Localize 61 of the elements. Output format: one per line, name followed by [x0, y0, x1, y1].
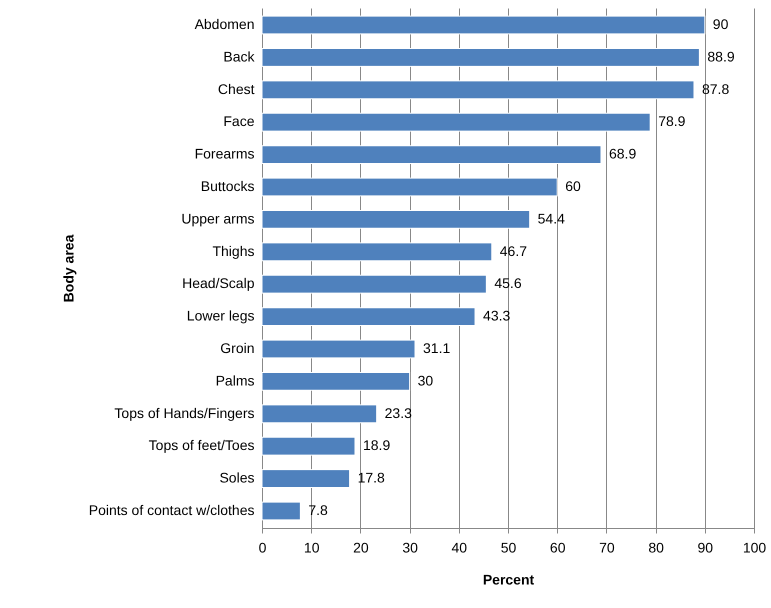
bar [262, 145, 602, 164]
x-tick-label: 80 [648, 540, 664, 556]
y-tick-label: Upper arms [181, 210, 254, 226]
bar [262, 436, 356, 456]
y-tick-label: Palms [216, 372, 254, 388]
x-tick-label: 0 [258, 540, 267, 556]
data-label: 31.1 [423, 340, 450, 356]
y-tick-label: Abdomen [194, 16, 254, 32]
bar [262, 80, 694, 100]
data-label: 23.3 [384, 404, 412, 421]
bar [262, 340, 416, 358]
bar [262, 404, 378, 424]
y-tick-label: Thighs [212, 242, 254, 259]
data-label: 87.8 [702, 80, 730, 97]
y-tick-label: Tops of feet/Toes [148, 437, 254, 454]
y-axis-title: Body area [60, 234, 77, 302]
y-tick-label: Points of contact w/clothes [88, 502, 254, 518]
x-tick-label: 90 [698, 540, 714, 556]
data-label: 18.9 [362, 437, 390, 454]
bar [262, 112, 651, 132]
x-tick-label: 70 [599, 540, 615, 556]
x-tick-label: 40 [452, 540, 468, 556]
x-tick-label: 10 [304, 540, 320, 556]
y-tick-label: Buttocks [200, 178, 254, 194]
data-label: 46.7 [500, 242, 528, 259]
x-tick-label: 60 [550, 540, 566, 556]
x-tick-label: 50 [500, 540, 516, 556]
bar [262, 16, 706, 34]
x-axis-title: Percent [482, 572, 535, 588]
y-tick-label: Forearms [194, 146, 254, 162]
x-tick-label: 100 [742, 540, 766, 556]
bar [262, 469, 350, 488]
data-label: 43.3 [483, 308, 510, 324]
data-label: 54.4 [538, 210, 566, 226]
bar [262, 372, 410, 391]
data-label: 60 [565, 178, 581, 194]
bar [262, 307, 476, 326]
bar [262, 502, 301, 520]
y-tick-label: Tops of Hands/Fingers [114, 404, 254, 421]
x-tick-label: 20 [353, 540, 369, 556]
y-tick-label: Face [223, 113, 255, 130]
bar [262, 274, 487, 294]
data-label: 68.9 [608, 146, 636, 162]
bar [262, 242, 492, 262]
data-label: 45.6 [494, 275, 522, 292]
data-label: 7.8 [308, 502, 328, 518]
bar [262, 48, 700, 67]
y-tick-label: Soles [219, 470, 254, 486]
y-tick-label: Head/Scalp [182, 275, 255, 292]
y-tick-label: Lower legs [186, 308, 254, 324]
data-label: 88.9 [707, 48, 735, 64]
data-label: 90 [712, 16, 729, 32]
y-tick-label: Groin [220, 340, 254, 356]
y-tick-label: Chest [218, 80, 255, 97]
data-label: 30 [418, 372, 434, 388]
bar [262, 178, 558, 196]
data-label: 78.9 [658, 113, 686, 130]
x-tick-label: 30 [402, 540, 418, 556]
bar [262, 210, 530, 229]
y-tick-label: Back [223, 48, 256, 64]
data-label: 17.8 [358, 470, 386, 486]
